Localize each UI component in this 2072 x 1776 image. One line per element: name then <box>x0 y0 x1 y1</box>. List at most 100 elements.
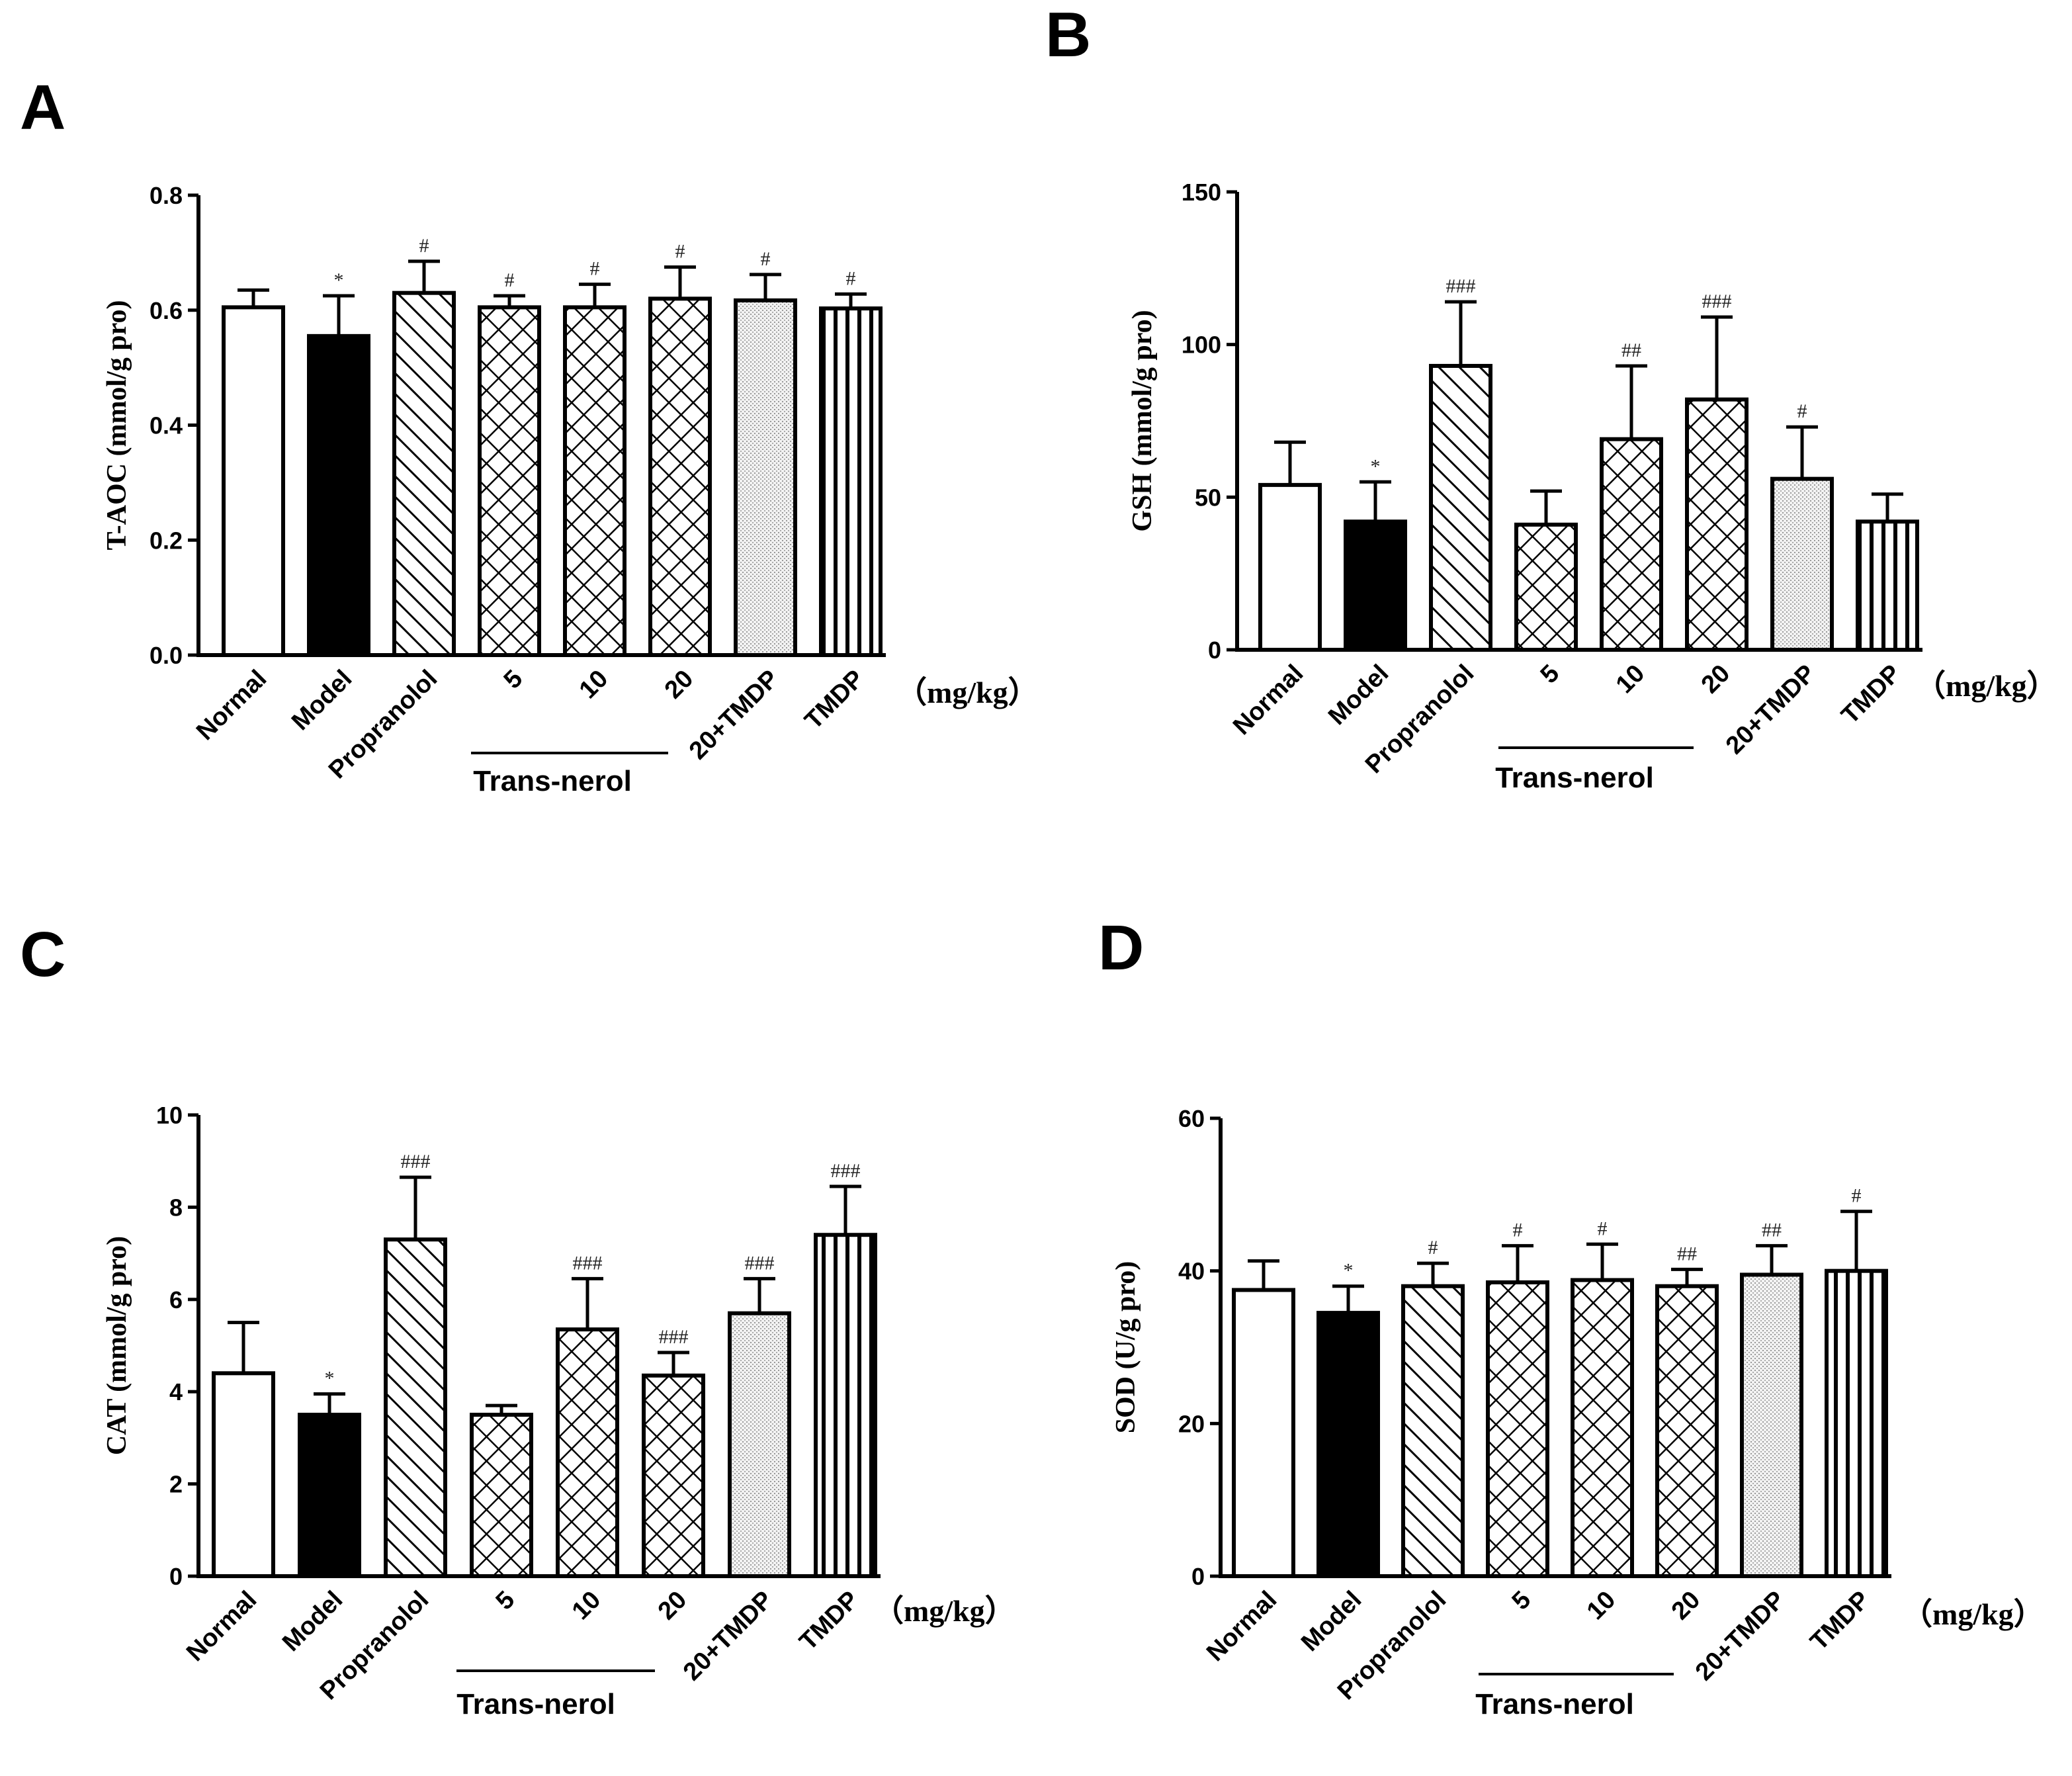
category-label: Model <box>277 1586 348 1657</box>
bar-5 <box>642 1373 705 1578</box>
significance-label: # <box>1598 1218 1608 1239</box>
significance-label: # <box>1852 1185 1862 1207</box>
y-tick-label: 100 <box>1182 332 1221 359</box>
category-label: Model <box>1296 1586 1367 1657</box>
significance-label: * <box>334 269 344 291</box>
y-tick-label: 0.4 <box>150 412 183 439</box>
category-label: 5 <box>499 665 529 695</box>
category-label: 20+TMDP <box>684 665 784 765</box>
significance-label: ### <box>401 1151 431 1173</box>
category-label: TMDP <box>1836 660 1907 730</box>
bar-0 <box>212 1371 275 1579</box>
category-label: 20+TMDP <box>1721 660 1821 760</box>
category-label: 10 <box>1611 660 1651 699</box>
bar-2 <box>1429 363 1492 652</box>
bar-3 <box>1486 1280 1549 1578</box>
unit-label: （mg/kg） <box>896 676 1039 709</box>
y-tick-label: 0.2 <box>150 527 183 554</box>
bar-3 <box>470 1413 533 1579</box>
category-label: 10 <box>574 665 614 705</box>
y-tick-label: 0.6 <box>150 297 183 324</box>
category-label: 10 <box>1582 1586 1621 1626</box>
y-tick-label: 0 <box>1191 1563 1205 1590</box>
category-label: Normal <box>1201 1586 1282 1667</box>
bar-1 <box>1344 519 1407 652</box>
category-label: TMDP <box>800 665 870 735</box>
category-label: 5 <box>491 1586 521 1616</box>
significance-label: ### <box>573 1252 603 1274</box>
y-axis-label: T-AOC (mmol/g pro) <box>102 300 132 551</box>
bar-5 <box>1655 1284 1719 1578</box>
significance-label: * <box>1344 1260 1354 1282</box>
bar-0 <box>222 305 285 657</box>
group-label: Trans-nerol <box>1495 762 1654 794</box>
bar-7 <box>819 306 883 657</box>
category-label: Normal <box>181 1586 262 1667</box>
y-tick-label: 0.8 <box>150 182 183 209</box>
category-label: 20 <box>653 1586 693 1626</box>
category-label: 5 <box>1535 660 1565 689</box>
significance-label: # <box>675 241 685 263</box>
category-label: Model <box>1323 660 1394 731</box>
category-label: 10 <box>567 1586 607 1626</box>
significance-label: ## <box>1621 339 1641 361</box>
group-label: Trans-nerol <box>456 1688 615 1720</box>
y-tick-label: 0.0 <box>150 642 183 669</box>
y-tick-label: 0 <box>1208 637 1221 664</box>
significance-label: ### <box>745 1252 775 1274</box>
category-label: 20 <box>660 665 699 705</box>
bar-7 <box>814 1233 877 1578</box>
bar-1 <box>298 1413 361 1579</box>
unit-label: （mg/kg） <box>1915 669 2057 703</box>
significance-label: # <box>1428 1237 1438 1259</box>
y-axis-label: CAT (mmol/g pro) <box>102 1236 132 1455</box>
category-label: Normal <box>191 665 272 746</box>
y-tick-label: 150 <box>1182 179 1221 206</box>
bar-2 <box>1401 1284 1465 1578</box>
significance-label: ### <box>659 1326 689 1348</box>
unit-label: （mg/kg） <box>1902 1597 2044 1631</box>
unit-label: （mg/kg） <box>873 1594 1015 1628</box>
panel-label-d: D <box>1098 912 1144 983</box>
bar-7 <box>1856 519 1919 652</box>
significance-label: ## <box>1677 1243 1697 1265</box>
panel-label-b: B <box>1045 0 1091 70</box>
category-label: Normal <box>1228 660 1309 740</box>
y-tick-label: 40 <box>1178 1258 1205 1285</box>
significance-label: # <box>761 248 771 270</box>
y-tick-label: 50 <box>1195 484 1221 511</box>
y-tick-label: 8 <box>169 1194 183 1221</box>
significance-label: ### <box>1702 290 1732 312</box>
significance-label: * <box>1371 455 1381 477</box>
bar-6 <box>734 298 797 657</box>
bar-4 <box>1600 437 1663 652</box>
bar-0 <box>1232 1288 1295 1578</box>
category-label: 5 <box>1507 1586 1537 1616</box>
bar-4 <box>1571 1278 1634 1579</box>
category-label: 20 <box>1666 1586 1706 1626</box>
bar-4 <box>563 305 626 657</box>
panel-label-c: C <box>20 919 65 990</box>
category-label: TMDP <box>1805 1586 1876 1656</box>
panel-b: B <box>1045 0 1091 70</box>
significance-label: # <box>1797 400 1807 422</box>
bar-5 <box>1685 397 1748 652</box>
bar-5 <box>648 296 712 657</box>
y-tick-label: 10 <box>156 1102 183 1129</box>
significance-label: * <box>325 1368 335 1390</box>
significance-label: # <box>846 267 856 289</box>
significance-label: # <box>590 258 600 280</box>
panel-d: D <box>1098 912 1144 983</box>
y-tick-label: 0 <box>169 1563 183 1590</box>
bar-0 <box>1258 482 1322 652</box>
significance-label: ## <box>1762 1220 1782 1241</box>
category-label: TMDP <box>795 1586 865 1656</box>
bar-6 <box>728 1311 791 1578</box>
category-label: 20+TMDP <box>1690 1586 1790 1686</box>
bar-3 <box>1514 522 1578 652</box>
y-tick-label: 4 <box>169 1378 183 1405</box>
panel-a: A <box>20 72 65 143</box>
